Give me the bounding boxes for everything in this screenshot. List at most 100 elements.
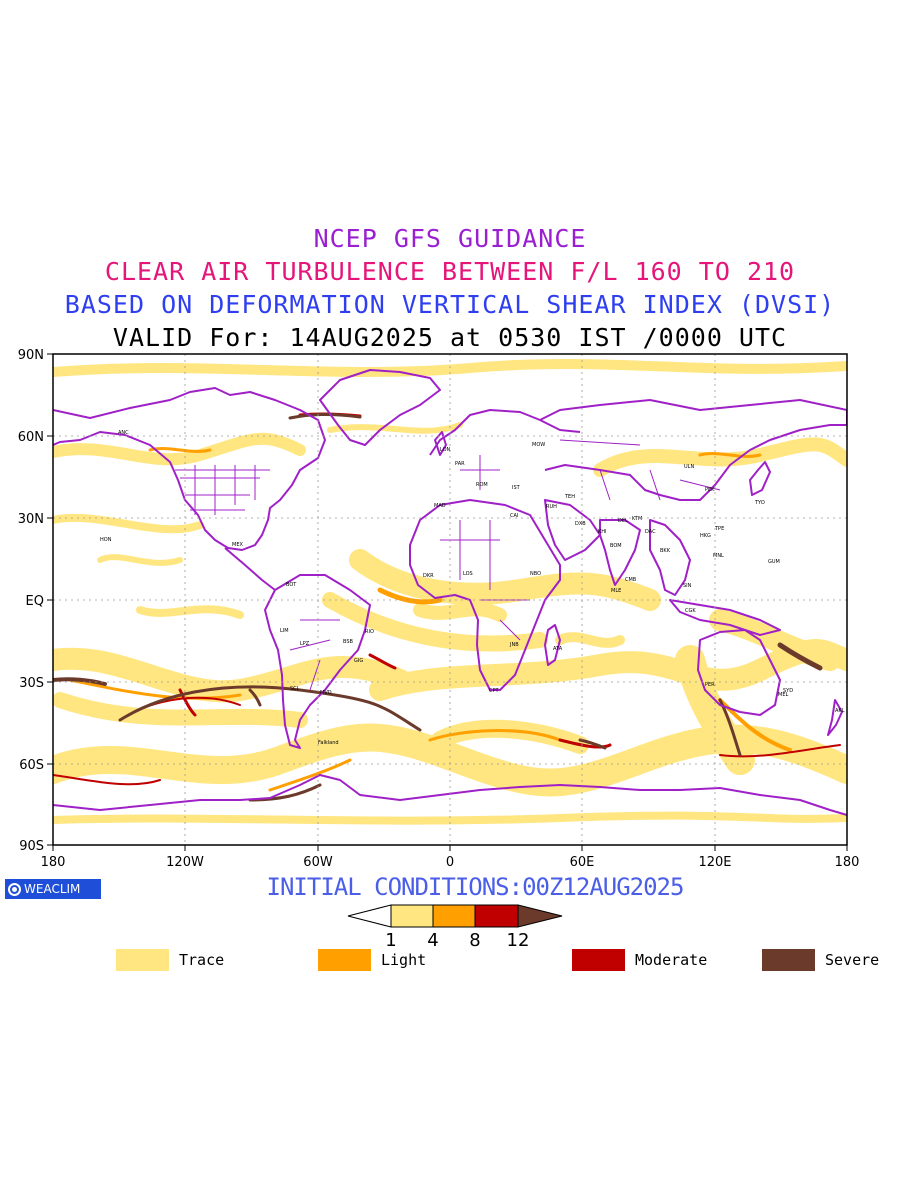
coast-new-zealand (827, 699, 843, 736)
legend-swatch-severe (762, 949, 815, 971)
coast-uk (434, 431, 447, 456)
lat-label-60s: 60S (19, 758, 44, 773)
station-label: MEX (232, 542, 243, 548)
lon-label-120e: 120E (698, 855, 731, 870)
coast-central-america (224, 547, 276, 591)
station-label: BOM (610, 543, 622, 549)
station-label: JNB (509, 642, 519, 648)
station-label: ULN (684, 464, 694, 470)
station-label: PEK (705, 487, 715, 493)
latitude-labels: 90N 60N 30N EQ 30S 60S 90S (18, 348, 44, 854)
station-label: HON (100, 537, 112, 543)
legend-item-trace: Trace (116, 949, 224, 971)
station-label: AKL (835, 708, 845, 714)
coast-japan (749, 461, 771, 496)
coast-north-america (53, 387, 326, 551)
station-label: ANC (118, 430, 129, 436)
legend-label-moderate: Moderate (635, 951, 708, 969)
severe-areas (53, 412, 823, 802)
station-label: KTM (632, 516, 642, 522)
station-label: RIO (365, 629, 374, 635)
lon-label-180w: 180 (41, 855, 66, 870)
lon-label-0: 0 (446, 855, 454, 870)
station-label: KHI (598, 529, 607, 535)
station-labels: ANC HON MEX BOT LIM SCL LPZ BSB RIO MVD … (100, 430, 845, 746)
title-valid-time: VALID For: 14AUG2025 at 0530 IST /0000 U… (112, 323, 788, 352)
station-label: IST (512, 485, 521, 491)
coastlines (53, 369, 847, 816)
station-label: DXB (575, 521, 586, 527)
longitude-labels: 180 120W 60W 0 60E 120E 180 (41, 855, 860, 870)
station-label: DAC (645, 529, 656, 535)
coast-south-america (264, 574, 371, 749)
station-label: NBO (530, 571, 541, 577)
coast-europe (429, 409, 581, 456)
title-product: CLEAR AIR TURBULENCE BETWEEN F/L 160 TO … (104, 257, 796, 286)
coast-greenland (319, 369, 441, 446)
lat-label-30s: 30S (19, 676, 44, 691)
turbulence-map: ANC HON MEX BOT LIM SCL LPZ BSB RIO MVD … (18, 348, 860, 870)
station-label: DEL (618, 518, 628, 524)
colorbar-label: 4 (427, 930, 438, 950)
station-label: ROM (476, 482, 488, 488)
axis-ticks (47, 353, 848, 851)
colorbar: 1 4 8 12 (347, 904, 563, 950)
station-label: MNL (713, 553, 724, 559)
station-label: SIN (683, 583, 692, 589)
station-label: MEL (778, 692, 788, 698)
station-label: PAR (455, 461, 465, 467)
weaclim-logo: WEACLIM (5, 879, 101, 899)
station-label: HKG (700, 533, 711, 539)
colorbar-label: 12 (507, 930, 530, 950)
title-model: NCEP GFS GUIDANCE (313, 224, 587, 253)
legend-item-light: Light (318, 949, 426, 971)
coast-asia (539, 399, 847, 501)
station-label: SYD (783, 688, 793, 694)
lon-label-120w: 120W (166, 855, 204, 870)
country-borders (175, 439, 721, 691)
graticule (53, 354, 847, 845)
station-label: CPT (489, 688, 500, 694)
station-label: PER (705, 682, 715, 688)
station-label: TEH (564, 494, 575, 500)
colorbar-segment-trace (390, 904, 434, 928)
turbulence-shading (53, 359, 847, 825)
station-label: GUM (768, 559, 780, 565)
coast-arabia (544, 499, 601, 561)
station-label: Falkland (318, 740, 339, 746)
weaclim-logo-icon (8, 882, 21, 896)
station-label: LON (440, 447, 451, 453)
coast-indochina (649, 519, 691, 596)
coast-india (599, 519, 641, 586)
station-label: BKK (660, 548, 671, 554)
station-label: LIM (280, 628, 289, 634)
light-areas (68, 447, 792, 792)
lat-label-eq: EQ (26, 594, 44, 609)
station-label: TYO (754, 500, 765, 506)
colorbar-segment-moderate (474, 904, 519, 928)
coast-madagascar (544, 624, 561, 666)
lon-label-60w: 60W (303, 855, 333, 870)
colorbar-segment-below (347, 904, 392, 928)
legend-label-severe: Severe (825, 951, 880, 969)
lat-label-90s: 90S (19, 839, 44, 854)
station-label: BSB (343, 639, 354, 645)
legend-swatch-moderate (572, 949, 625, 971)
colorbar-label: 1 (385, 930, 396, 950)
station-label: GIG (354, 658, 363, 664)
legend-item-severe: Severe (762, 949, 879, 971)
station-label: MLE (611, 588, 621, 594)
legend-swatch-light (318, 949, 371, 971)
station-label: CAI (510, 513, 518, 519)
colorbar-segment-severe (517, 904, 563, 928)
station-label: TPE (714, 526, 724, 532)
lon-label-180e: 180 (835, 855, 860, 870)
station-label: LOS (463, 571, 473, 577)
station-label: ATA (553, 646, 563, 652)
legend-label-trace: Trace (179, 951, 225, 969)
station-label: MVD (320, 690, 332, 696)
coast-antarctica (53, 774, 847, 816)
legend-item-moderate: Moderate (572, 949, 707, 971)
initial-conditions: INITIAL CONDITIONS:00Z12AUG2025 (266, 873, 685, 901)
legend-label-light: Light (381, 951, 427, 969)
